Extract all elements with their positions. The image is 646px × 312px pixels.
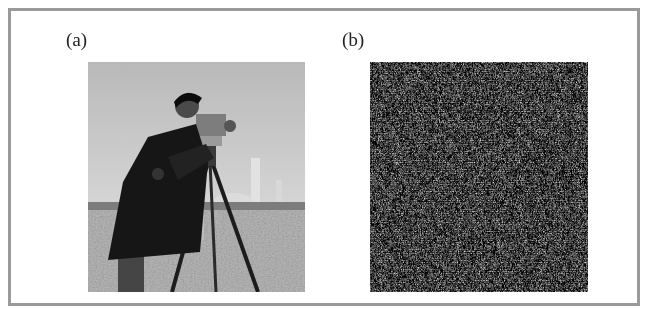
page: (a) (b) (() => { const da [0, 0, 646, 312]
panel-label: (b) [342, 30, 364, 52]
panel-label: (a) [66, 30, 87, 52]
encrypted-image [370, 62, 588, 292]
photo-image [88, 62, 305, 292]
